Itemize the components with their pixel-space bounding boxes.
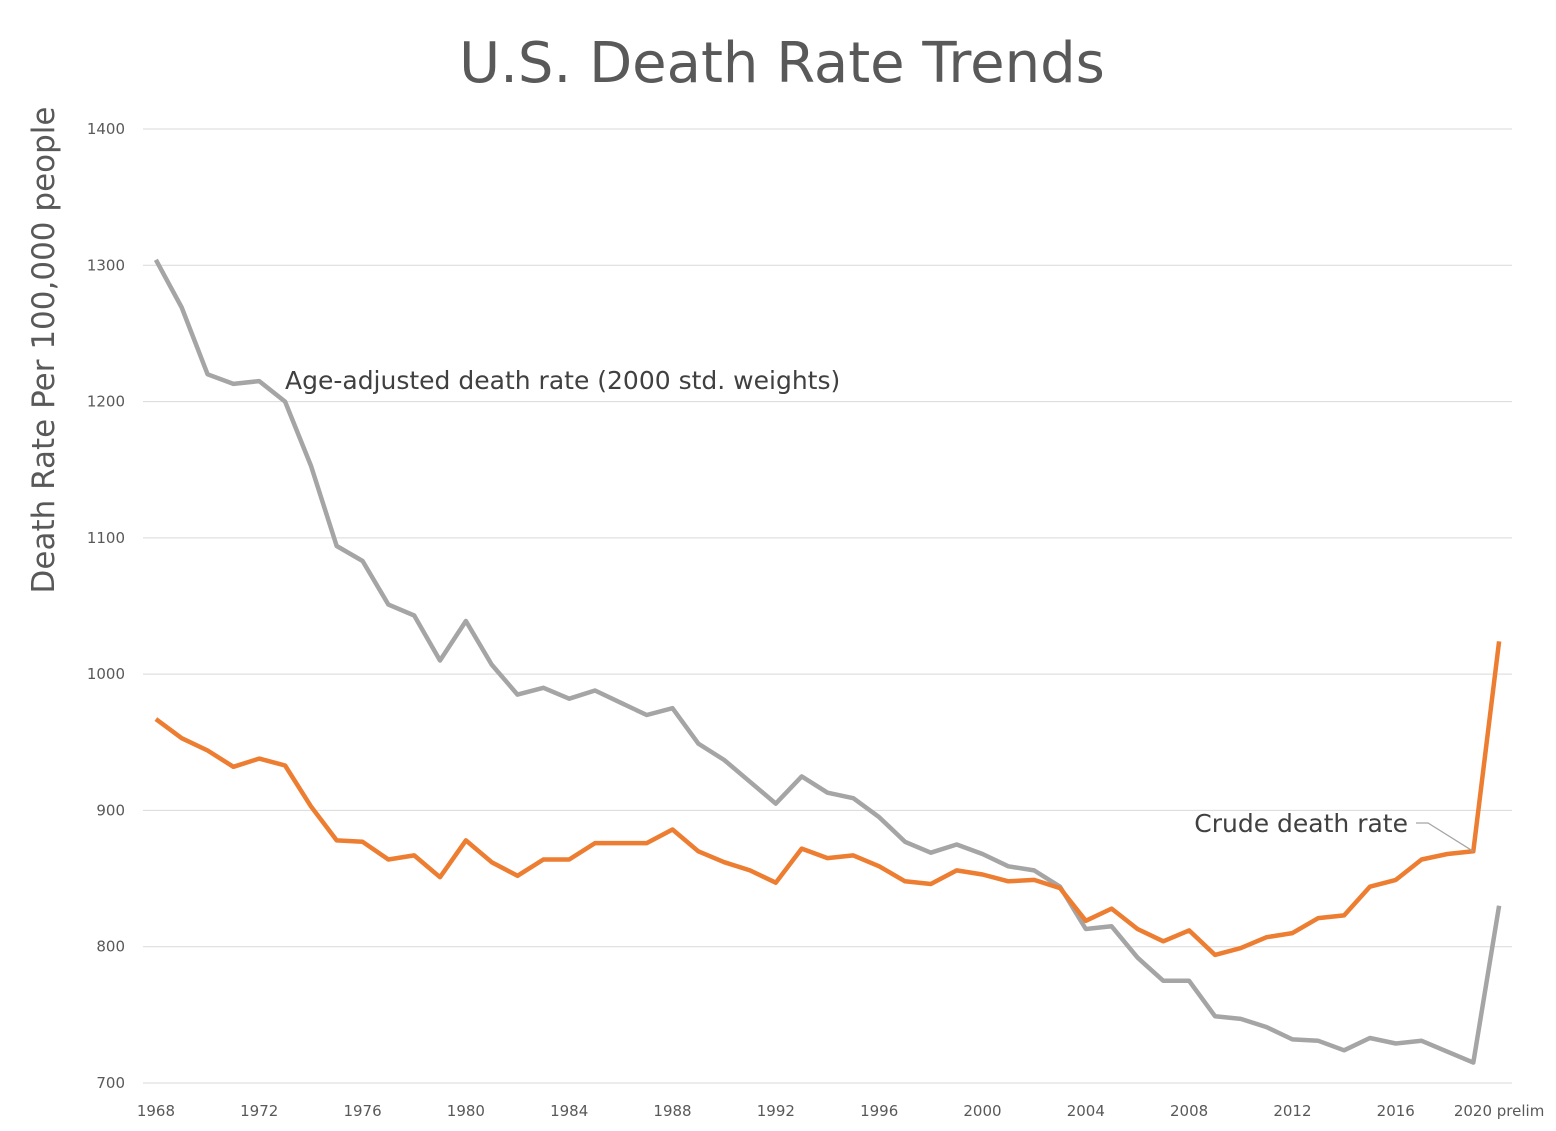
series-label-crude: Crude death rate	[1194, 809, 1408, 838]
y-tick-label: 1400	[87, 120, 125, 138]
series-line-crude	[154, 641, 1502, 958]
x-tick-label: 1968	[137, 1102, 175, 1120]
x-tick-label: 2016	[1377, 1102, 1415, 1120]
y-tick-label: 800	[96, 938, 125, 956]
y-tick-label: 900	[96, 801, 125, 819]
x-tick-label: 1992	[757, 1102, 795, 1120]
x-tick-label: 2020 prelim	[1454, 1102, 1544, 1120]
y-tick-label: 1000	[87, 665, 125, 683]
x-tick-label: 1980	[447, 1102, 485, 1120]
y-axis-label: Death Rate Per 100,000 people	[26, 107, 62, 594]
x-tick-label: 2008	[1170, 1102, 1208, 1120]
chart-title: U.S. Death Rate Trends	[459, 31, 1105, 96]
x-tick-label: 2000	[963, 1102, 1001, 1120]
y-tick-label: 1300	[87, 256, 125, 274]
y-tick-label: 700	[96, 1074, 125, 1092]
x-tick-label: 1972	[240, 1102, 278, 1120]
x-tick-label: 1984	[550, 1102, 588, 1120]
y-tick-label: 1200	[87, 393, 125, 411]
series-line-age-adjusted	[153, 258, 1502, 1065]
y-tick-label: 1100	[87, 529, 125, 547]
series-label-age-adjusted: Age-adjusted death rate (2000 std. weigh…	[285, 366, 840, 395]
crude-label-leader-line	[1416, 822, 1474, 852]
x-tick-label: 2012	[1273, 1102, 1311, 1120]
x-tick-label: 1988	[653, 1102, 691, 1120]
x-tick-label: 1996	[860, 1102, 898, 1120]
x-tick-label: 1976	[343, 1102, 381, 1120]
x-tick-label: 2004	[1067, 1102, 1105, 1120]
